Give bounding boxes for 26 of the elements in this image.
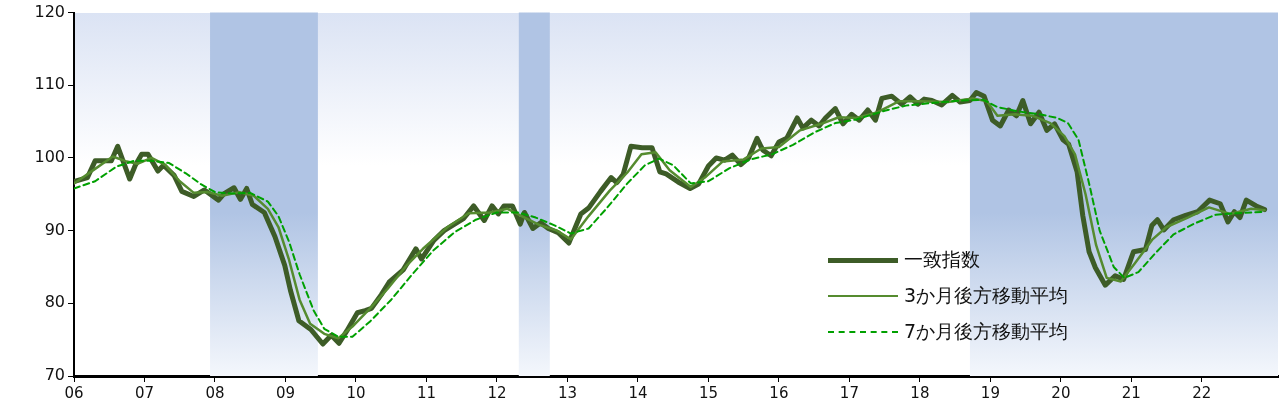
y-tick-label: 90 — [44, 219, 65, 239]
x-tick-label: 21 — [1121, 383, 1141, 402]
y-tick-label: 120 — [34, 1, 65, 21]
legend-label: 7か月後方移動平均 — [903, 319, 1068, 344]
y-tick-label: 110 — [34, 74, 65, 94]
y-tick-label: 100 — [34, 147, 65, 167]
y-tick-label: 80 — [44, 292, 65, 312]
x-tick-label: 18 — [910, 383, 930, 402]
y-tick-label: 70 — [44, 365, 65, 385]
legend-label: 3か月後方移動平均 — [903, 283, 1068, 308]
x-tick-label: 17 — [839, 383, 859, 402]
x-tick-label: 15 — [698, 383, 718, 402]
x-tick-label: 10 — [346, 383, 366, 402]
legend-label: 一致指数 — [903, 247, 980, 272]
x-tick-label: 07 — [134, 383, 155, 402]
x-tick-label: 08 — [205, 383, 225, 402]
x-tick-label: 16 — [769, 383, 789, 402]
x-tick-label: 06 — [64, 383, 84, 402]
x-tick-label: 20 — [1051, 383, 1071, 402]
x-tick-label: 12 — [487, 383, 507, 402]
x-tick-label: 22 — [1192, 383, 1212, 402]
x-tick-label: 09 — [275, 383, 296, 402]
x-tick-label: 11 — [416, 383, 437, 402]
x-tick-label: 13 — [557, 383, 577, 402]
x-tick-label: 19 — [980, 383, 1000, 402]
x-tick-label: 14 — [628, 383, 648, 402]
